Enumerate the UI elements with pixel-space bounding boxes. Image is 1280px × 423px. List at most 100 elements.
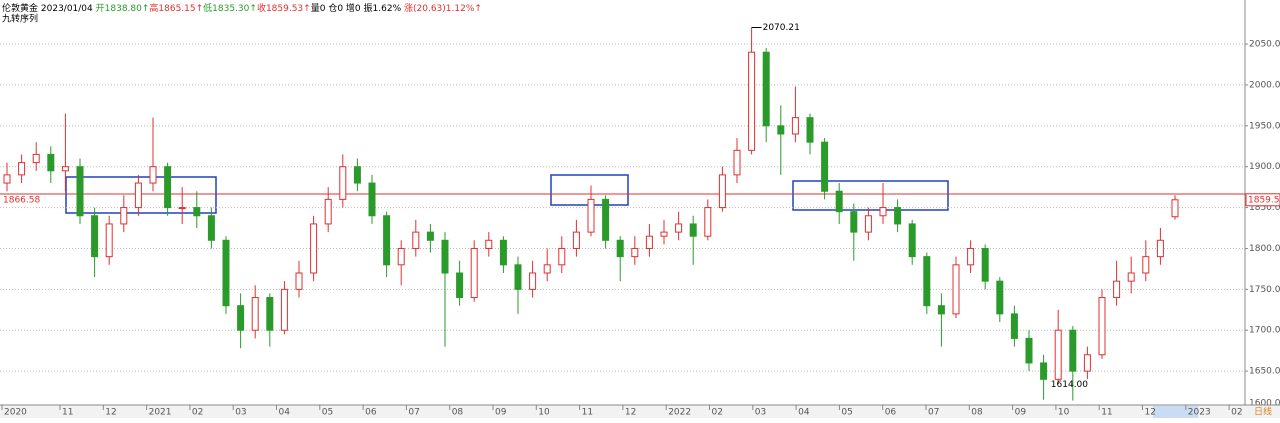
x-tick-label: 02 [192,408,203,418]
candle-body [1113,280,1121,299]
candle-body [762,51,770,127]
candle-body [1098,297,1106,356]
instrument-name: 伦敦黄金 [2,2,38,14]
x-tick-label: 06 [885,408,897,418]
open: 开1838.80↑ [96,3,150,14]
y-tick-label: 1900.00 [1249,162,1280,172]
candle-body [777,125,785,135]
candle-body [616,239,624,258]
y-tick-label: 1950.00 [1249,121,1280,131]
candle-body [660,231,668,237]
date: 2023/01/04 [41,4,93,14]
x-tick-label: 10 [1058,408,1070,418]
candle-body [835,190,843,213]
y-tick-label: 1800.00 [1249,244,1280,254]
x-tick-label: 08 [452,408,464,418]
candle-body [1054,329,1062,380]
high: 高1865.15↑ [149,2,203,14]
candle-body [61,166,69,172]
x-tick-label: 07 [928,408,939,418]
candle-body [689,223,697,237]
candle-body [441,239,449,274]
x-tick-label: 09 [1015,408,1027,418]
candle-body [996,280,1004,315]
candle-body [91,215,99,258]
amplitude: 振1.62% [364,2,402,14]
header: 伦敦黄金 2023/01/04 开1838.80↑高1865.15↑低1835.… [2,2,482,14]
x-tick-label: 02 [1231,408,1242,418]
x-tick-label: 11 [1101,408,1112,418]
x-tick-label: 11 [62,408,73,418]
last-price-box [1245,193,1280,207]
candle-body [193,207,201,217]
candle-body [923,256,931,307]
candle-body [32,153,40,164]
candle-body [937,305,945,315]
candle-body [164,166,172,209]
candle-body [981,247,989,282]
candle-body [3,174,11,184]
y-tick-label: 1700.00 [1249,326,1280,336]
candle-body [908,223,916,258]
candle-body [485,239,493,249]
close: 收1859.53↑ [257,2,311,14]
candle-body [631,247,639,258]
candle-body [1010,313,1018,339]
candle-body [806,117,814,143]
candle-body [105,223,113,258]
candle-body [1040,362,1048,380]
candle-body [748,51,756,151]
x-tick-label: 04 [798,408,810,418]
candle-body [456,272,464,299]
x-tick-label: 09 [495,408,507,418]
candle-body [339,166,347,200]
candle-body [1142,256,1150,274]
candle-body [426,231,434,241]
y-tick-label: 1650.00 [1249,367,1280,377]
candle-body [207,215,215,241]
candle-body [718,174,726,209]
candle-body [222,239,230,307]
candle-body [850,211,858,233]
range-box [792,180,949,211]
y-tick-label: 1850.00 [1249,203,1280,213]
candle-body [879,207,887,217]
low: 低1835.30↑ [203,2,257,14]
candle-body [1025,337,1033,364]
x-tick-label: 2022 [668,408,691,418]
candle-body [353,166,361,184]
candle-body [967,247,975,266]
candle-body [368,182,376,217]
candle-body [645,235,653,249]
reference-label: 1866.58 [3,196,40,206]
candle-body [310,223,318,274]
candle-body [412,231,420,249]
x-tick-label: 02 [712,408,723,418]
candle-body [47,153,55,172]
candle-body [149,166,157,184]
candle-body [76,166,84,217]
x-tick-label: 07 [408,408,419,418]
x-tick-label: 12 [105,408,116,418]
candle-body [733,149,741,176]
x-tick-label: 05 [322,408,333,418]
candle-body [543,264,551,274]
candle-body [18,162,26,176]
candle-body [120,207,128,225]
high-annotation: 2070.21 [763,23,800,33]
candle-body [324,198,332,225]
candle-body [383,215,391,266]
range-box [65,176,217,214]
x-tick-label: 2023 [1188,408,1211,418]
y-tick-label: 1750.00 [1249,285,1280,295]
candle-body [514,264,522,290]
x-tick-label: 03 [235,408,246,418]
y-tick-label: 1600.00 [1249,399,1280,409]
candle-body [1083,354,1091,372]
candle-body [558,247,566,266]
indicator-name: 九转序列 [2,13,38,25]
y-tick-label: 2050.00 [1249,40,1280,50]
candle-body [178,207,186,210]
